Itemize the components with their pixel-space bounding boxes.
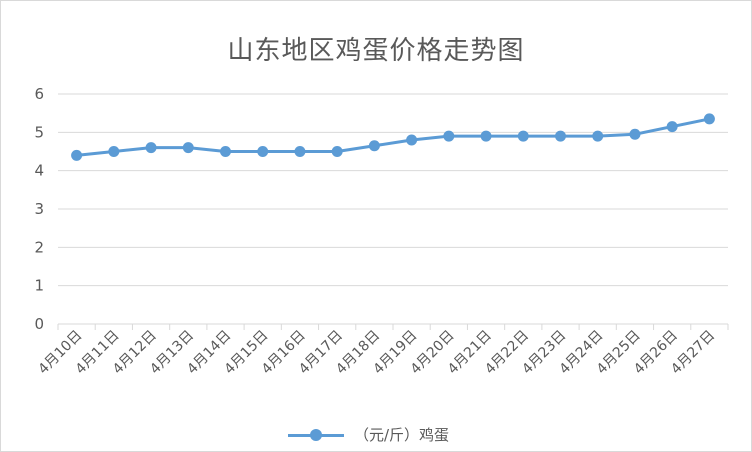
data-point bbox=[368, 140, 380, 152]
data-point bbox=[71, 149, 83, 161]
series-line bbox=[76, 117, 710, 157]
data-point bbox=[331, 146, 343, 157]
legend: （元/斤）鸡蛋 bbox=[288, 424, 449, 445]
legend-label: （元/斤）鸡蛋 bbox=[354, 426, 450, 444]
data-point bbox=[257, 146, 269, 157]
data-point bbox=[145, 142, 157, 154]
y-tick-label: 4 bbox=[34, 162, 44, 180]
y-tick-label: 0 bbox=[34, 315, 44, 333]
data-point bbox=[220, 146, 231, 157]
data-point bbox=[182, 142, 194, 154]
data-point bbox=[592, 130, 604, 142]
y-tick-label: 5 bbox=[34, 123, 44, 141]
data-point bbox=[703, 113, 715, 125]
y-tick-label: 3 bbox=[34, 200, 44, 218]
y-tick-label: 2 bbox=[34, 238, 44, 256]
y-tick-label: 6 bbox=[34, 85, 44, 103]
legend-swatch bbox=[288, 428, 344, 442]
chart-title: 山东地区鸡蛋价格走势图 bbox=[227, 36, 525, 66]
y-tick-label: 1 bbox=[34, 277, 44, 295]
data-point bbox=[555, 130, 566, 142]
data-point bbox=[443, 130, 455, 142]
data-point bbox=[294, 146, 306, 157]
data-point bbox=[406, 134, 418, 146]
data-point bbox=[666, 121, 678, 133]
data-point bbox=[629, 128, 641, 140]
data-point bbox=[480, 130, 492, 142]
data-point bbox=[517, 130, 529, 142]
data-point bbox=[108, 146, 120, 157]
